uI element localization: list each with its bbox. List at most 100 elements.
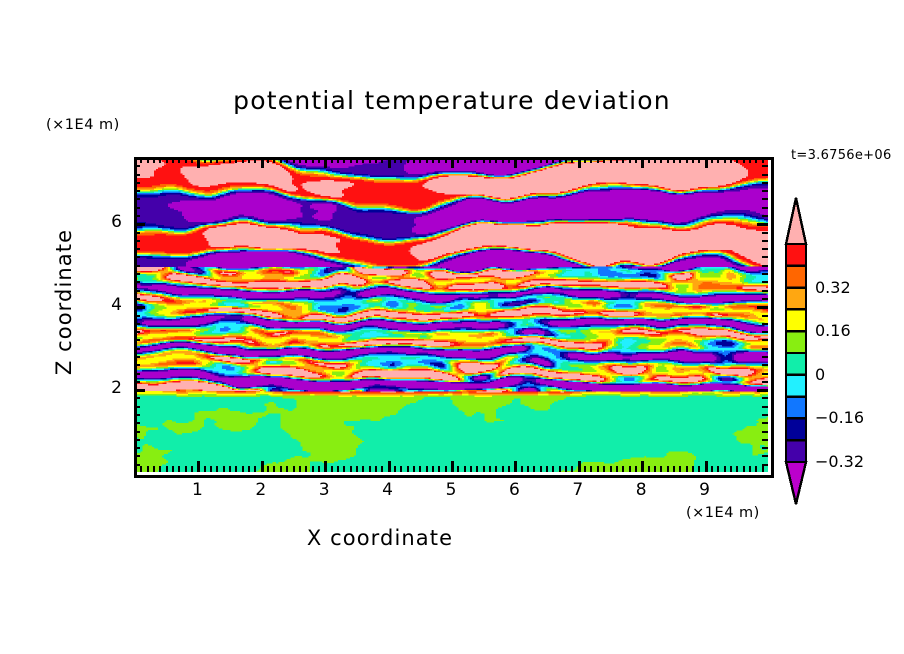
tick-mark xyxy=(521,466,523,472)
tick-mark xyxy=(489,466,491,472)
tick-mark xyxy=(571,157,573,163)
tick-mark xyxy=(641,461,644,472)
tick-mark xyxy=(667,466,669,472)
tick-mark xyxy=(324,157,327,168)
tick-mark xyxy=(755,157,757,163)
tick-mark xyxy=(242,466,244,472)
tick-mark xyxy=(616,157,618,163)
tick-mark xyxy=(736,466,738,472)
tick-mark xyxy=(381,157,383,163)
tick-mark xyxy=(635,157,637,163)
tick-mark xyxy=(185,157,187,163)
tick-mark xyxy=(413,466,415,472)
tick-mark xyxy=(762,215,768,217)
tick-mark xyxy=(394,466,396,472)
tick-mark xyxy=(153,466,155,472)
tick-mark xyxy=(400,466,402,472)
tick-mark xyxy=(705,157,708,168)
tick-mark xyxy=(521,157,523,163)
tick-mark xyxy=(762,290,768,292)
tick-mark xyxy=(559,466,561,472)
tick-mark xyxy=(762,373,768,375)
tick-mark xyxy=(552,466,554,472)
tick-mark xyxy=(597,466,599,472)
tick-mark xyxy=(470,466,472,472)
tick-mark xyxy=(762,265,768,267)
tick-mark xyxy=(134,315,140,317)
tick-mark xyxy=(134,356,140,358)
tick-mark xyxy=(432,157,434,163)
tick-mark xyxy=(134,215,140,217)
tick-mark xyxy=(762,315,768,317)
tick-mark xyxy=(698,466,700,472)
tick-mark xyxy=(705,461,708,472)
tick-mark xyxy=(762,455,768,457)
tick-mark xyxy=(724,466,726,472)
tick-mark xyxy=(134,198,140,200)
tick-mark xyxy=(356,466,358,472)
tick-mark xyxy=(147,466,149,472)
tick-mark xyxy=(197,157,200,168)
tick-mark xyxy=(762,182,768,184)
tick-mark xyxy=(350,466,352,472)
tick-mark xyxy=(413,157,415,163)
tick-mark xyxy=(299,157,301,163)
tick-mark xyxy=(318,157,320,163)
tick-mark xyxy=(134,364,140,366)
tick-mark xyxy=(762,281,768,283)
tick-mark xyxy=(216,466,218,472)
tick-mark xyxy=(248,466,250,472)
tick-mark xyxy=(603,466,605,472)
tick-mark xyxy=(502,466,504,472)
tick-mark xyxy=(660,466,662,472)
tick-mark xyxy=(489,157,491,163)
tick-mark xyxy=(318,466,320,472)
x-axis-label: X coordinate xyxy=(306,526,454,550)
x-tick-label: 7 xyxy=(572,480,584,500)
tick-mark xyxy=(242,157,244,163)
tick-mark xyxy=(159,466,161,472)
tick-mark xyxy=(635,466,637,472)
tick-mark xyxy=(432,466,434,472)
tick-mark xyxy=(743,157,745,163)
tick-mark xyxy=(495,157,497,163)
x-tick-label: 9 xyxy=(699,480,710,500)
tick-mark xyxy=(762,207,768,209)
tick-mark xyxy=(280,466,282,472)
tick-mark xyxy=(350,157,352,163)
tick-mark xyxy=(305,466,307,472)
tick-mark xyxy=(178,157,180,163)
tick-mark xyxy=(134,165,140,167)
tick-mark xyxy=(191,466,193,472)
tick-mark xyxy=(375,157,377,163)
tick-mark xyxy=(426,466,428,472)
tick-mark xyxy=(172,157,174,163)
tick-mark xyxy=(762,273,768,275)
tick-mark xyxy=(407,157,409,163)
x-tick-label: 1 xyxy=(191,480,203,500)
tick-mark xyxy=(134,232,140,234)
tick-mark xyxy=(134,422,140,424)
tick-mark xyxy=(210,157,212,163)
tick-mark xyxy=(134,406,140,408)
tick-mark xyxy=(134,455,140,457)
tick-mark xyxy=(248,157,250,163)
tick-mark xyxy=(736,157,738,163)
tick-mark xyxy=(286,466,288,472)
tick-mark xyxy=(223,157,225,163)
tick-mark xyxy=(749,157,751,163)
tick-mark xyxy=(762,190,768,192)
tick-mark xyxy=(369,466,371,472)
tick-mark xyxy=(757,223,768,226)
tick-mark xyxy=(730,157,732,163)
tick-mark xyxy=(451,157,454,168)
colorbar-tick-label: −0.32 xyxy=(815,452,865,471)
tick-mark xyxy=(254,157,256,163)
tick-mark xyxy=(134,348,140,350)
tick-mark xyxy=(388,157,391,168)
tick-mark xyxy=(229,466,231,472)
tick-mark xyxy=(578,157,581,168)
tick-mark xyxy=(457,157,459,163)
tick-mark xyxy=(565,466,567,472)
tick-mark xyxy=(527,157,529,163)
